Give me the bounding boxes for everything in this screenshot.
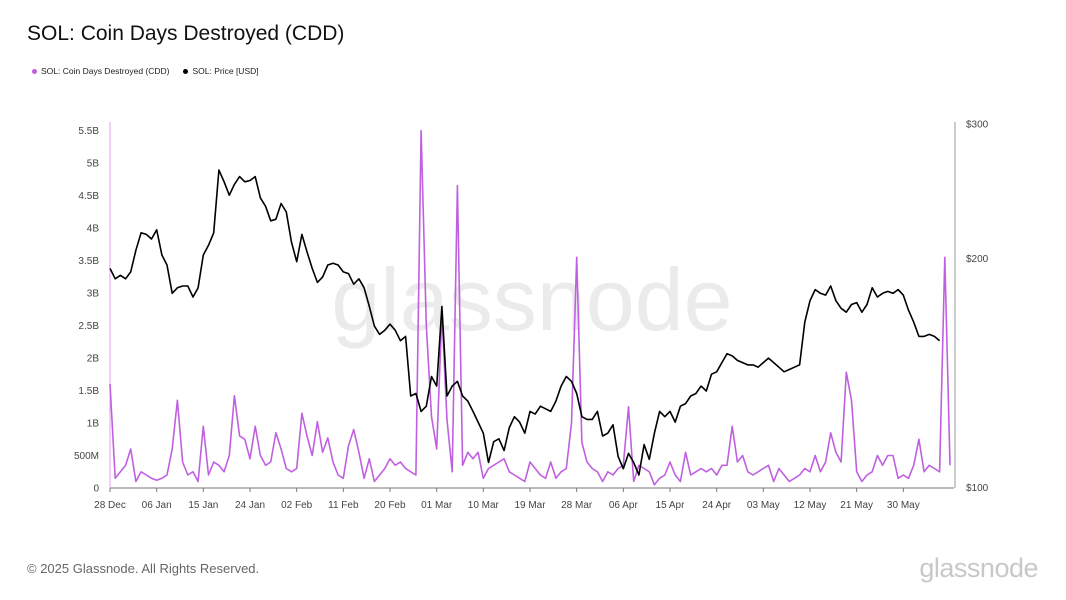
x-tick-label: 30 May: [887, 500, 920, 511]
watermark: glassnode: [331, 250, 732, 349]
glassnode-logo: glassnode: [919, 553, 1038, 583]
y-left-tick-label: 3B: [87, 289, 100, 300]
cdd-line: [109, 129, 951, 486]
x-tick-label: 12 May: [794, 500, 827, 511]
y-left-tick-label: 4.5B: [78, 191, 99, 202]
y-left-tick-label: 1.5B: [78, 386, 99, 397]
x-tick-label: 24 Apr: [702, 500, 732, 511]
legend: SOL: Coin Days Destroyed (CDD) SOL: Pric…: [32, 66, 259, 76]
y-left-tick-label: 5.5B: [78, 126, 99, 137]
y-left-tick-label: 1B: [87, 419, 100, 430]
x-tick-label: 28 Dec: [94, 500, 126, 511]
x-tick-label: 19 Mar: [514, 500, 546, 511]
cdd-series: [109, 129, 951, 486]
x-tick-label: 20 Feb: [374, 500, 406, 511]
y-left-tick-label: 4B: [87, 224, 100, 235]
x-tick-label: 11 Feb: [328, 500, 359, 511]
x-tick-label: 10 Mar: [468, 500, 500, 511]
x-tick-label: 28 Mar: [561, 500, 593, 511]
axes: 0 500M 1B 1.5B 2B 2.5B 3B 3.5B 4B 4.5B 5B 5.5B $100 $…: [74, 120, 989, 512]
y-left-tick-label: 0: [93, 484, 99, 495]
y-left-tick-label: 2B: [87, 354, 100, 365]
legend-swatch-price: [183, 68, 189, 74]
x-tick-label: 01 Mar: [421, 500, 453, 511]
price-line: [109, 169, 941, 476]
legend-item-cdd[interactable]: SOL: Coin Days Destroyed (CDD): [32, 66, 169, 76]
y-right-tick-label: $300: [966, 120, 989, 131]
copyright-footer: © 2025 Glassnode. All Rights Reserved.: [27, 561, 260, 576]
x-tick-label: 06 Apr: [609, 500, 639, 511]
y-left-tick-label: 5B: [87, 159, 100, 170]
x-tick-label: 06 Jan: [142, 500, 172, 511]
y-left-tick-label: 3.5B: [78, 256, 99, 267]
y-right-tick-label: $100: [966, 483, 989, 494]
legend-item-price[interactable]: SOL: Price [USD]: [183, 66, 259, 76]
x-tick-label: 21 May: [840, 500, 873, 511]
legend-label-cdd: SOL: Coin Days Destroyed (CDD): [41, 66, 170, 76]
chart-title: SOL: Coin Days Destroyed (CDD): [27, 22, 345, 45]
y-right-tick-label: $200: [966, 254, 989, 265]
x-tick-label: 15 Apr: [656, 500, 686, 511]
legend-swatch-cdd: [32, 68, 37, 74]
x-tick-label: 02 Feb: [281, 500, 313, 511]
x-tick-label: 24 Jan: [235, 500, 265, 511]
y-left-tick-label: 500M: [74, 451, 99, 462]
legend-label-price: SOL: Price [USD]: [192, 66, 259, 76]
x-tick-label: 15 Jan: [188, 500, 218, 511]
y-left-tick-label: 2.5B: [78, 321, 99, 332]
x-tick-label: 03 May: [747, 500, 780, 511]
price-series: [109, 169, 941, 476]
